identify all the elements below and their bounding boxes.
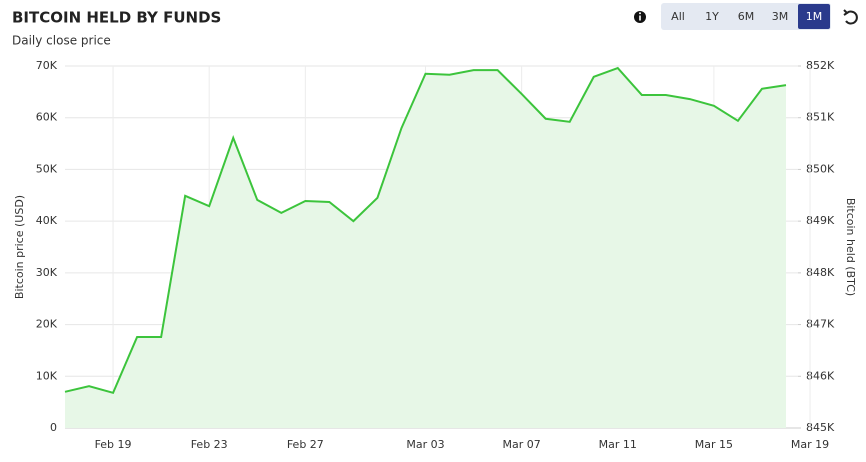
range-group (661, 3, 831, 30)
x-tick-label: Mar 03 (406, 438, 444, 451)
y2-tick-label: 845K (806, 421, 835, 434)
y-tick-label: 20K (36, 318, 58, 331)
info-icon[interactable] (634, 11, 646, 23)
chart-title: BITCOIN HELD BY FUNDS (12, 9, 221, 27)
range-button-label[interactable]: 1Y (705, 10, 719, 23)
y-tick-label: 70K (36, 59, 58, 72)
x-tick-label: Feb 23 (191, 438, 228, 451)
y2-tick-label: 848K (806, 266, 835, 279)
line (64, 66, 787, 395)
x-tick-label: Feb 19 (95, 438, 132, 451)
x-tick-label: Feb 27 (287, 438, 324, 451)
y-tick-label: 30K (36, 266, 58, 279)
y2-tick-label: 852K (806, 59, 835, 72)
y2-tick-label: 847K (806, 318, 835, 331)
y2-tick-label: 846K (806, 369, 835, 382)
range-button[interactable] (798, 4, 830, 29)
x-tick-label: Mar 19 (791, 438, 829, 451)
y-tick-label: 50K (36, 162, 58, 175)
y-tick-label: 0 (50, 421, 57, 434)
y2-tick-label: 849K (806, 214, 835, 227)
range-button-label[interactable]: 1M (806, 10, 823, 23)
chart-subtitle: Daily close price (12, 34, 111, 48)
area (65, 68, 786, 428)
x-tick-label: Mar 11 (599, 438, 637, 451)
range-button-label[interactable]: 3M (772, 10, 789, 23)
y-tick-label: 10K (36, 369, 58, 382)
y2-tick-label: 851K (806, 111, 835, 124)
y2-axis-title: Bitcoin held (BTC) (844, 198, 857, 296)
y-axis-title: Bitcoin price (USD) (13, 195, 26, 299)
x-tick-label: Mar 15 (695, 438, 733, 451)
refresh-icon[interactable] (843, 9, 858, 25)
y-tick-label: 60K (36, 111, 58, 124)
y-tick-label: 40K (36, 214, 58, 227)
range-button-label[interactable]: All (671, 10, 685, 23)
range-button-label[interactable]: 6M (738, 10, 755, 23)
x-tick-label: Mar 07 (503, 438, 541, 451)
y2-tick-label: 850K (806, 162, 835, 175)
